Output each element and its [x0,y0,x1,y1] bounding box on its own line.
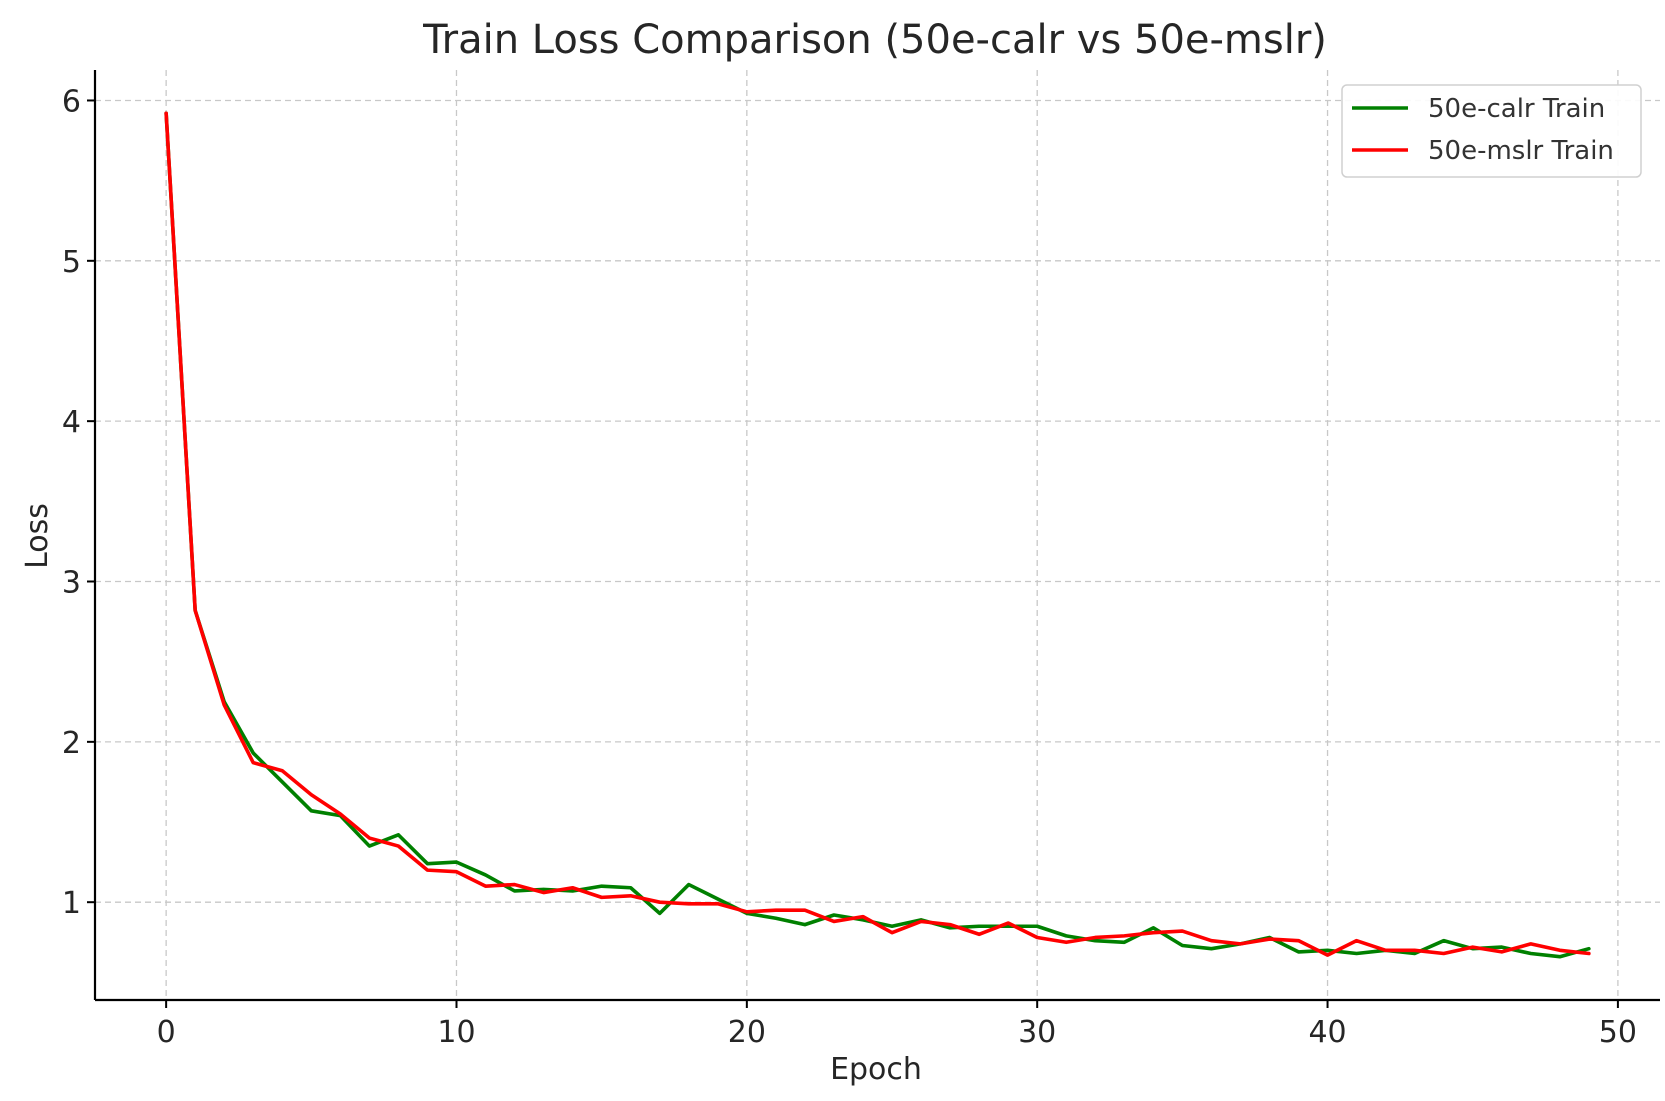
series-lines [164,111,1591,959]
series-line-calr [164,111,1591,959]
x-tick-label: 0 [157,1015,176,1050]
legend-label-calr: 50e-calr Train [1428,94,1605,124]
x-tick-label: 50 [1599,1015,1637,1050]
y-tick-label: 4 [62,405,81,440]
x-tick-label: 40 [1308,1015,1346,1050]
y-axis-label: Loss [20,503,55,569]
x-axis-label: Epoch [830,1052,922,1087]
series-line-mslr [164,111,1591,957]
tick-labels: 0 10 20 30 40 50 1 2 3 4 5 6 [62,84,1637,1050]
grid [95,70,1660,1000]
y-tick-label: 6 [62,84,81,119]
legend: 50e-calr Train 50e-mslr Train [1341,84,1642,178]
axes [93,70,1660,1002]
chart-title: Train Loss Comparison (50e-calr vs 50e-m… [422,17,1327,63]
y-tick-label: 1 [62,886,81,921]
y-tick-label: 3 [62,566,81,601]
x-tick-label: 30 [1018,1015,1056,1050]
legend-box [1341,84,1642,178]
x-tick-label: 20 [728,1015,766,1050]
y-tick-label: 5 [62,245,81,280]
x-tick-label: 10 [437,1015,475,1050]
legend-label-mslr: 50e-mslr Train [1428,136,1614,166]
y-tick-label: 2 [62,726,81,761]
